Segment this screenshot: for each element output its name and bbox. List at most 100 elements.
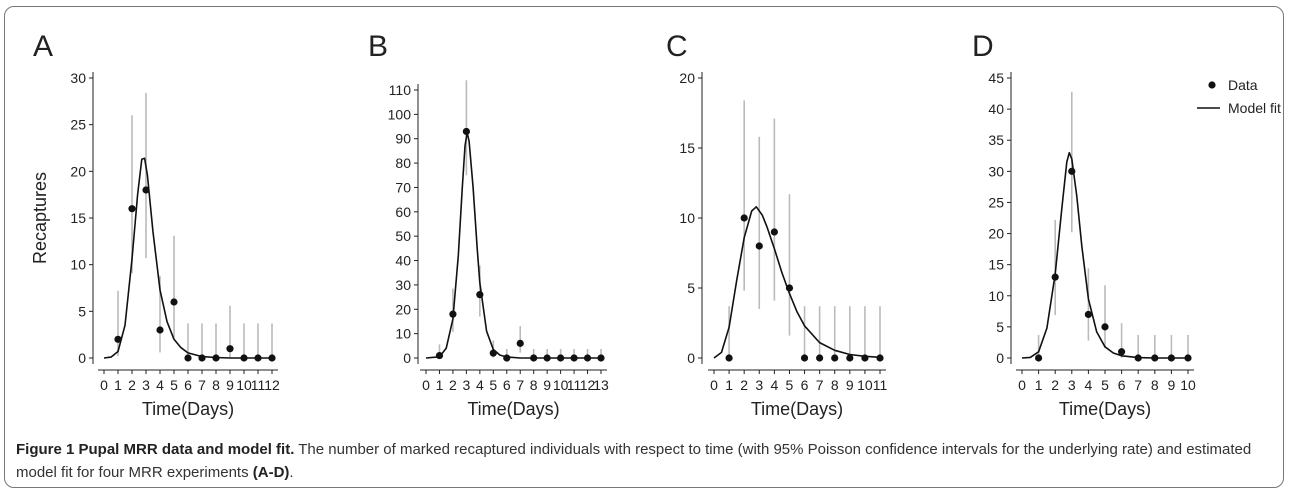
- x-tick-label: 3: [462, 377, 470, 393]
- y-tick-label: 25: [988, 194, 1004, 210]
- figure-caption: Figure 1 Pupal MRR data and model fit. T…: [16, 438, 1266, 484]
- panel-letter: A: [33, 30, 53, 63]
- data-point: [771, 228, 778, 235]
- legend: DataModel fit: [1197, 77, 1281, 116]
- data-point: [786, 284, 793, 291]
- data-point: [741, 214, 748, 221]
- x-tick-label: 8: [530, 377, 538, 393]
- x-tick-label: 3: [755, 377, 763, 393]
- x-tick-label: 4: [476, 377, 484, 393]
- data-point: [557, 354, 564, 361]
- data-point: [1101, 323, 1108, 330]
- x-tick-label: 9: [226, 377, 234, 393]
- x-tick-label: 2: [449, 377, 457, 393]
- y-tick-label: 30: [70, 70, 86, 86]
- x-tick-label: 9: [846, 377, 854, 393]
- x-tick-label: 10: [236, 377, 252, 393]
- y-tick-label: 60: [395, 204, 411, 220]
- x-tick-label: 5: [786, 377, 794, 393]
- data-point: [1052, 274, 1059, 281]
- data-point: [597, 354, 604, 361]
- caption-title: Figure 1 Pupal MRR data and model fit.: [16, 441, 294, 458]
- y-tick-label: 10: [70, 257, 86, 273]
- data-point: [254, 354, 261, 361]
- x-tick-label: 6: [503, 377, 511, 393]
- data-point: [198, 354, 205, 361]
- y-axis-label: Recaptures: [30, 172, 50, 264]
- data-point: [128, 205, 135, 212]
- data-point: [240, 354, 247, 361]
- y-tick-label: 100: [388, 106, 412, 122]
- data-point: [1035, 354, 1042, 361]
- data-point: [816, 354, 823, 361]
- data-point: [436, 352, 443, 359]
- x-tick-label: 5: [1101, 377, 1109, 393]
- x-tick-label: 1: [114, 377, 122, 393]
- y-tick-label: 10: [679, 210, 695, 226]
- x-tick-label: 0: [100, 377, 108, 393]
- x-tick-label: 7: [516, 377, 524, 393]
- caption-panel-ref: (A-D): [253, 464, 290, 481]
- data-point: [1135, 354, 1142, 361]
- data-point: [114, 336, 121, 343]
- data-point: [212, 354, 219, 361]
- x-tick-label: 2: [740, 377, 748, 393]
- y-tick-label: 15: [679, 140, 695, 156]
- data-point: [449, 311, 456, 318]
- data-point: [503, 354, 510, 361]
- panel-letter: C: [666, 30, 688, 63]
- x-tick-label: 11: [873, 377, 888, 393]
- y-tick-label: 90: [395, 131, 411, 147]
- data-point: [1168, 354, 1175, 361]
- data-point: [1184, 354, 1191, 361]
- y-tick-label: 0: [78, 350, 86, 366]
- y-tick-label: 15: [988, 257, 1004, 273]
- x-tick-label: 7: [1134, 377, 1142, 393]
- x-tick-label: 5: [489, 377, 497, 393]
- x-tick-label: 5: [170, 377, 178, 393]
- data-point: [142, 186, 149, 193]
- legend-data-label: Data: [1228, 77, 1258, 93]
- x-tick-label: 7: [198, 377, 206, 393]
- y-tick-label: 10: [395, 326, 411, 342]
- y-tick-label: 30: [395, 277, 411, 293]
- y-tick-label: 40: [988, 101, 1004, 117]
- data-point: [226, 345, 233, 352]
- y-tick-label: 0: [996, 350, 1004, 366]
- data-point: [184, 354, 191, 361]
- x-tick-label: 2: [128, 377, 136, 393]
- panel-d: D051015202530354045012345678910Time(Days…: [972, 30, 1196, 419]
- x-tick-label: 2: [1051, 377, 1059, 393]
- data-point: [801, 354, 808, 361]
- x-tick-label: 9: [1168, 377, 1176, 393]
- data-point: [268, 354, 275, 361]
- y-tick-label: 0: [403, 350, 411, 366]
- x-axis-label: Time(Days): [142, 399, 234, 419]
- panel-b: B010203040506070809010011001234567891011…: [368, 30, 609, 419]
- y-tick-label: 5: [996, 319, 1004, 335]
- x-tick-label: 6: [184, 377, 192, 393]
- y-tick-label: 80: [395, 155, 411, 171]
- x-tick-label: 6: [1118, 377, 1126, 393]
- panel-a: A0510152025300123456789101112Time(Days)R…: [30, 30, 280, 419]
- data-point: [490, 350, 497, 357]
- x-tick-label: 1: [436, 377, 444, 393]
- x-tick-label: 7: [816, 377, 824, 393]
- data-point: [530, 354, 537, 361]
- x-tick-label: 8: [831, 377, 839, 393]
- x-tick-label: 1: [1035, 377, 1043, 393]
- y-tick-label: 20: [988, 226, 1004, 242]
- x-tick-label: 10: [857, 377, 873, 393]
- x-axis-label: Time(Days): [751, 399, 843, 419]
- y-tick-label: 0: [687, 350, 695, 366]
- data-point: [170, 298, 177, 305]
- panel-letter: B: [368, 30, 388, 63]
- x-tick-label: 9: [543, 377, 551, 393]
- x-tick-label: 8: [1151, 377, 1159, 393]
- model-fit-line: [714, 207, 880, 358]
- data-point: [876, 354, 883, 361]
- x-tick-label: 4: [156, 377, 164, 393]
- x-tick-label: 4: [770, 377, 778, 393]
- data-point: [463, 128, 470, 135]
- data-point: [861, 354, 868, 361]
